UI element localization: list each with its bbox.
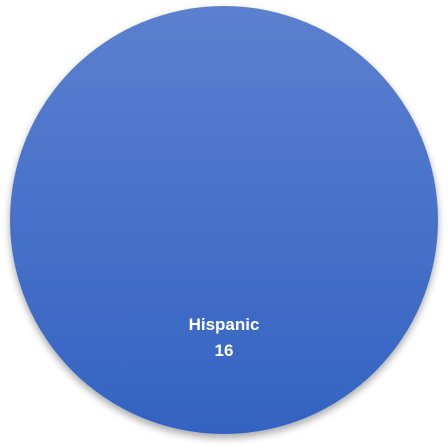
pie-slice-hispanic [10,6,438,434]
slice-value-hispanic: 16 [215,341,234,360]
pie-data-labels: Hispanic 16 [189,315,260,360]
slice-label-hispanic: Hispanic [189,315,260,334]
pie-slices [10,6,438,434]
